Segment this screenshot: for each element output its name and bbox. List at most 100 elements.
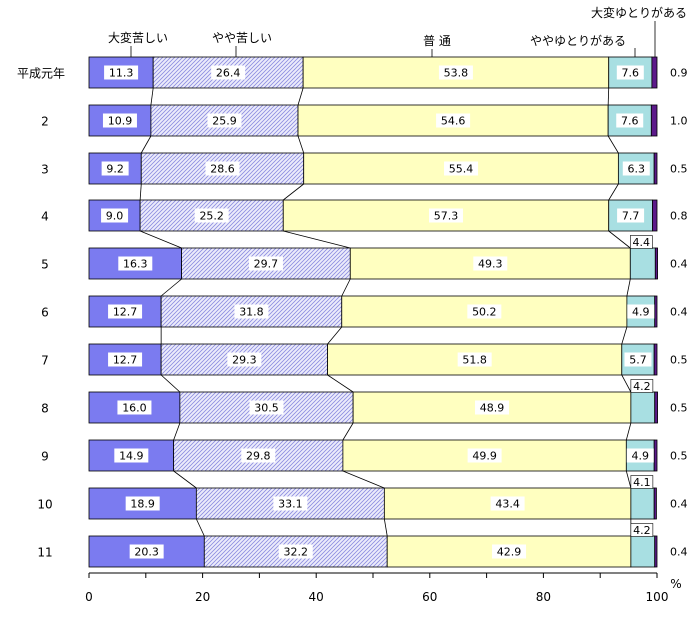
data-label-box (467, 304, 502, 319)
category-label: 9 (41, 450, 49, 464)
connector-line (342, 422, 354, 441)
data-label: 43.4 (495, 498, 520, 511)
data-label-box (241, 448, 276, 463)
legend-label: ややゆとりがある (530, 33, 626, 48)
connector-line (608, 183, 619, 201)
data-label: 29.3 (232, 354, 257, 367)
data-label-box (630, 475, 654, 489)
bar-segment (654, 247, 658, 280)
data-label-box (207, 113, 242, 128)
legend-label: 普 通 (423, 34, 451, 48)
data-label-box (436, 113, 471, 128)
category-label: 6 (41, 306, 49, 320)
data-label: 29.7 (254, 258, 279, 271)
connector-line (139, 230, 182, 249)
data-label-box (125, 496, 160, 511)
data-label: 42.9 (497, 546, 522, 559)
connector-line (327, 374, 354, 393)
data-label-box (473, 256, 508, 271)
data-label: 54.6 (441, 115, 466, 128)
data-label: 4.2 (633, 380, 651, 393)
data-label: 11.3 (109, 67, 134, 80)
data-label-box (114, 448, 149, 463)
data-label: 31.8 (239, 306, 264, 319)
data-label: 0.4 (670, 306, 688, 319)
data-label-box (490, 496, 525, 511)
data-label: 4.1 (633, 476, 651, 489)
data-label: 49.3 (478, 258, 503, 271)
connector-line (607, 135, 619, 154)
connector-line (139, 183, 142, 201)
data-label-box (118, 256, 153, 271)
data-label-box (630, 523, 654, 537)
data-label-box (108, 352, 143, 367)
connector-line (195, 518, 205, 537)
category-label: 3 (41, 163, 49, 177)
data-label: 9.2 (106, 163, 124, 176)
bar-segment (653, 152, 658, 185)
connector-line (342, 470, 385, 489)
category-label: 4 (41, 210, 49, 224)
connector-line (625, 470, 632, 489)
connector-line (173, 470, 197, 489)
data-label-box (273, 496, 308, 511)
connector-line (626, 278, 631, 297)
data-label: 4.9 (632, 306, 650, 319)
connector-line (160, 278, 182, 297)
data-label: 57.3 (434, 210, 459, 223)
data-label: 6.3 (628, 163, 646, 176)
connector-line (297, 135, 305, 154)
data-label: 4.2 (633, 524, 651, 537)
connector-line (173, 422, 181, 441)
data-label: 28.6 (210, 163, 235, 176)
bar-segment (630, 487, 655, 520)
data-label-box (616, 65, 644, 80)
category-label: 11 (37, 546, 52, 560)
data-label: 12.7 (113, 306, 138, 319)
x-tick-label: 60 (422, 590, 437, 604)
data-label-box (227, 352, 262, 367)
data-label: 25.9 (212, 115, 237, 128)
data-label-box (616, 113, 644, 128)
data-label-box (101, 161, 129, 176)
connector-line (160, 374, 181, 393)
data-label-box (438, 65, 473, 80)
data-label: 10.9 (108, 115, 133, 128)
data-label: 0.5 (670, 402, 688, 415)
data-label-box (457, 352, 492, 367)
data-label: 16.3 (123, 258, 148, 271)
bar-segment (654, 391, 658, 424)
data-label: 0.5 (670, 163, 688, 176)
bar-segment (653, 487, 657, 520)
data-label: 14.9 (119, 450, 144, 463)
bar-segment (650, 104, 658, 137)
x-tick-label: 80 (536, 590, 551, 604)
data-label: 26.4 (216, 67, 241, 80)
connector-line (140, 135, 152, 154)
connector-line (150, 87, 154, 106)
category-label: 平成元年 (17, 67, 65, 81)
data-label: 0.4 (670, 258, 688, 271)
x-tick-label: 20 (195, 590, 210, 604)
data-label-box (278, 544, 313, 559)
data-label-box (205, 161, 240, 176)
x-tick-label: 100 (646, 590, 669, 604)
connector-line (327, 326, 343, 345)
data-label: 50.2 (472, 306, 497, 319)
data-label-box (194, 208, 229, 223)
data-label-box (249, 400, 284, 415)
connector-line (607, 87, 610, 106)
data-label-box (248, 256, 283, 271)
category-label: 8 (41, 402, 49, 416)
data-label: 0.8 (670, 210, 688, 223)
x-tick-label: 0 (85, 590, 93, 604)
data-label: 7.6 (621, 115, 639, 128)
connector-line (283, 230, 351, 249)
data-label-box (102, 113, 137, 128)
data-label-box (104, 65, 139, 80)
data-label-box (626, 448, 654, 463)
bar-segment (654, 535, 658, 568)
data-label: 20.3 (134, 546, 159, 559)
data-label: 12.7 (113, 354, 138, 367)
